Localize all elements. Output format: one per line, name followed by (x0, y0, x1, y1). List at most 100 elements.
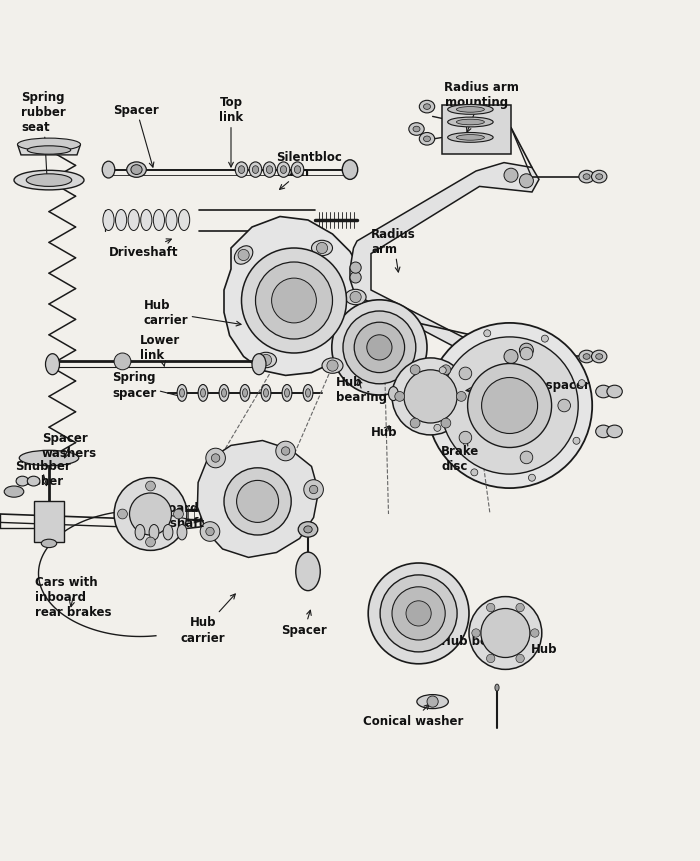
Ellipse shape (456, 108, 484, 113)
Circle shape (316, 243, 328, 254)
Circle shape (459, 368, 472, 381)
Ellipse shape (235, 163, 248, 178)
Ellipse shape (20, 451, 79, 466)
Circle shape (558, 400, 570, 412)
Ellipse shape (252, 354, 266, 375)
Text: Hub
bearing: Hub bearing (336, 376, 387, 404)
Ellipse shape (342, 161, 358, 180)
Ellipse shape (456, 120, 484, 126)
Circle shape (578, 381, 585, 387)
Text: Radius
arm: Radius arm (371, 228, 416, 273)
Ellipse shape (295, 553, 321, 591)
Ellipse shape (583, 175, 590, 180)
Ellipse shape (596, 386, 611, 399)
Circle shape (350, 263, 361, 274)
Text: Top
link: Top link (219, 96, 243, 168)
Circle shape (531, 629, 539, 637)
Ellipse shape (153, 210, 164, 232)
Text: Spacer
washers: Spacer washers (42, 432, 97, 460)
Circle shape (350, 292, 361, 303)
Ellipse shape (135, 525, 145, 540)
Ellipse shape (596, 354, 603, 360)
Ellipse shape (177, 525, 187, 540)
Text: Spring
rubber
seat: Spring rubber seat (21, 91, 66, 185)
Circle shape (520, 452, 533, 464)
Ellipse shape (345, 290, 366, 306)
Ellipse shape (389, 387, 398, 401)
Circle shape (427, 324, 592, 488)
Circle shape (368, 563, 469, 664)
Ellipse shape (16, 477, 29, 486)
Circle shape (354, 323, 405, 373)
Circle shape (367, 336, 392, 361)
Ellipse shape (416, 695, 449, 709)
Ellipse shape (14, 171, 84, 190)
Circle shape (456, 392, 466, 402)
Circle shape (304, 480, 323, 499)
Circle shape (519, 344, 533, 358)
Circle shape (211, 455, 220, 462)
Text: Hub
carrier: Hub carrier (181, 594, 235, 644)
Ellipse shape (149, 525, 159, 540)
Text: Spring
spacer: Spring spacer (112, 371, 185, 400)
Ellipse shape (4, 486, 24, 498)
Ellipse shape (198, 385, 208, 402)
Polygon shape (224, 217, 368, 376)
Polygon shape (34, 502, 64, 542)
Ellipse shape (102, 162, 115, 179)
Ellipse shape (284, 389, 290, 398)
Ellipse shape (424, 137, 430, 142)
Circle shape (519, 175, 533, 189)
Circle shape (573, 437, 580, 445)
Ellipse shape (242, 389, 247, 398)
Polygon shape (197, 441, 318, 558)
Ellipse shape (179, 389, 184, 398)
Ellipse shape (295, 166, 301, 174)
Circle shape (281, 447, 290, 455)
Circle shape (224, 468, 291, 536)
Ellipse shape (219, 385, 229, 402)
Ellipse shape (166, 210, 177, 232)
Circle shape (118, 510, 127, 519)
Circle shape (481, 609, 530, 658)
Ellipse shape (277, 163, 290, 178)
Ellipse shape (303, 385, 313, 402)
Ellipse shape (419, 133, 435, 146)
Text: Lower
link: Lower link (140, 334, 181, 367)
Circle shape (392, 587, 445, 641)
Ellipse shape (261, 385, 271, 402)
Circle shape (528, 474, 536, 481)
Circle shape (410, 365, 420, 375)
Ellipse shape (266, 166, 272, 174)
Circle shape (146, 481, 155, 492)
Circle shape (146, 537, 155, 548)
Ellipse shape (280, 166, 287, 174)
Circle shape (272, 279, 316, 324)
Circle shape (343, 312, 416, 384)
Circle shape (395, 392, 405, 402)
Ellipse shape (495, 684, 499, 691)
Circle shape (406, 601, 431, 626)
Ellipse shape (131, 165, 142, 176)
Circle shape (237, 480, 279, 523)
Circle shape (520, 348, 533, 361)
Polygon shape (442, 105, 511, 154)
Circle shape (471, 469, 478, 476)
Ellipse shape (116, 210, 127, 232)
Ellipse shape (263, 389, 269, 398)
Ellipse shape (103, 210, 114, 232)
Ellipse shape (177, 385, 187, 402)
Circle shape (486, 654, 495, 663)
Circle shape (516, 604, 524, 612)
Circle shape (434, 424, 441, 432)
Circle shape (441, 418, 451, 429)
Ellipse shape (456, 135, 484, 141)
Circle shape (276, 442, 295, 461)
Ellipse shape (322, 358, 343, 374)
Text: Driveshaft: Driveshaft (108, 239, 178, 258)
Ellipse shape (46, 354, 60, 375)
Text: Spacer: Spacer (113, 104, 160, 168)
Circle shape (439, 368, 446, 375)
Text: Snubber
washer: Snubber washer (15, 460, 71, 488)
Ellipse shape (263, 163, 276, 178)
